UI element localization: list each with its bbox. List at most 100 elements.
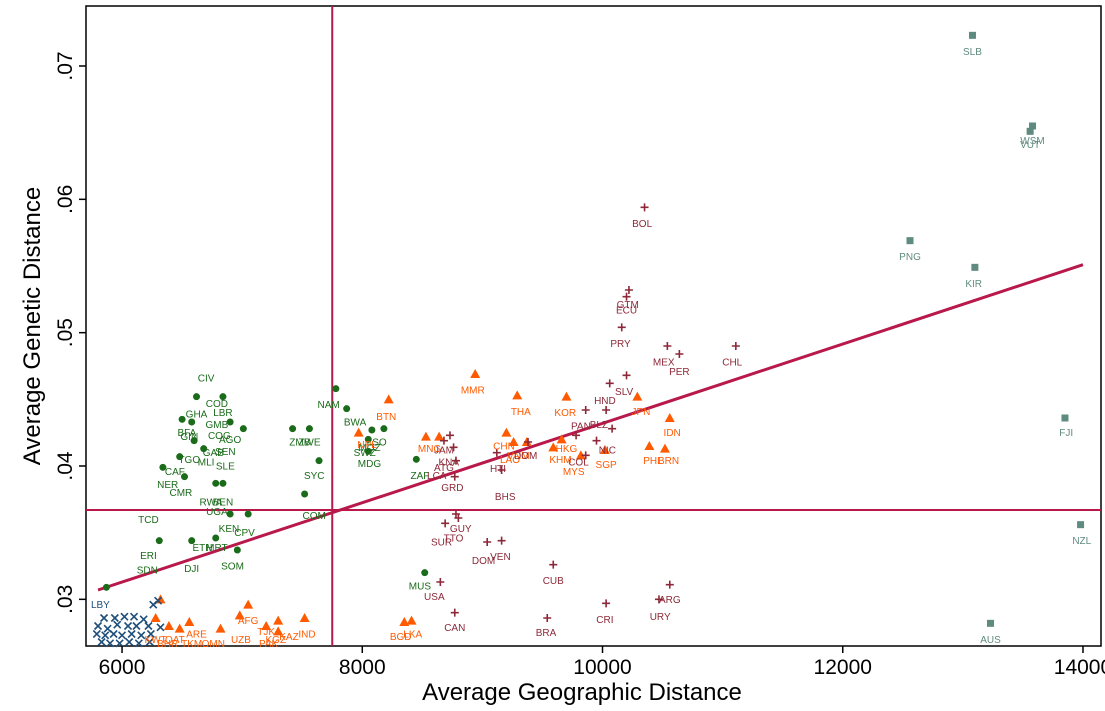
point-label: THA: [511, 407, 531, 418]
point-label: GTM: [617, 300, 639, 311]
point-label: COD: [206, 399, 228, 410]
data-point: [1026, 127, 1034, 135]
point-label: AUS: [980, 635, 1001, 646]
data-point: [92, 629, 101, 639]
data-point: [239, 425, 247, 433]
data-point: [450, 472, 459, 481]
point-label: PER: [669, 367, 690, 378]
data-point: [132, 621, 141, 631]
data-point: [215, 623, 226, 633]
data-point: [556, 434, 567, 444]
data-point: [364, 435, 372, 443]
data-point: [200, 445, 208, 453]
data-point: [986, 619, 994, 627]
point-label: ECU: [616, 306, 637, 317]
point-label: MNG: [418, 444, 442, 455]
point-label: AFG: [238, 616, 259, 627]
point-label: JPN: [631, 407, 650, 418]
y-axis-ticks: .03 .04 .05 .06 .07: [54, 51, 86, 614]
data-point: [188, 418, 196, 426]
data-point: [117, 631, 127, 640]
point-label: IND: [298, 630, 315, 641]
point-label: BEN: [213, 498, 234, 509]
data-point: [212, 534, 220, 542]
point-label: SDN: [137, 566, 158, 577]
point-label: TTO: [444, 534, 464, 545]
data-point: [492, 448, 501, 457]
point-label: URY: [650, 612, 671, 623]
point-label: GHA: [186, 410, 208, 421]
data-point: [449, 443, 458, 452]
data-point: [412, 455, 420, 463]
data-point: [93, 621, 103, 631]
data-point: [145, 637, 154, 647]
point-label: BFA: [177, 428, 196, 439]
data-point: [512, 390, 523, 400]
data-point: [174, 623, 185, 633]
point-label: CHN: [493, 442, 515, 453]
data-point: [243, 599, 254, 609]
data-point: [234, 610, 245, 620]
point-label: TGO: [178, 455, 200, 466]
point-label: WSM: [1020, 136, 1044, 147]
data-point: [102, 583, 110, 591]
point-label: ERI: [140, 551, 157, 562]
point-label: SWZ: [354, 448, 376, 459]
y-tick-label: .07: [54, 51, 77, 80]
point-label: COL: [568, 458, 589, 469]
data-point: [451, 456, 460, 465]
data-point: [219, 393, 227, 401]
point-label: KGZ: [266, 635, 287, 646]
point-label: CRI: [596, 615, 613, 626]
data-point: [178, 415, 186, 423]
data-point: [115, 639, 124, 648]
point-label: ZMB: [289, 438, 310, 449]
data-point: [420, 431, 431, 441]
point-label: LBR: [213, 408, 232, 419]
point-label: DJI: [184, 564, 199, 575]
point-label: FJI: [1059, 428, 1073, 439]
point-label: CHL: [722, 358, 742, 369]
data-point: [190, 437, 198, 445]
data-point: [508, 437, 519, 446]
data-point: [663, 342, 672, 350]
point-label: DOM: [514, 451, 537, 462]
data-point: [226, 418, 234, 426]
point-label: BHS: [495, 492, 516, 503]
data-point: [441, 519, 450, 528]
point-label: BGD: [390, 632, 412, 643]
point-label: NZL: [1072, 536, 1091, 547]
data-point: [105, 639, 115, 648]
point-label: KAZ: [279, 632, 298, 643]
point-label: KOR: [554, 408, 576, 419]
data-point: [602, 406, 611, 414]
point-label: VNM: [507, 451, 529, 462]
data-point: [383, 394, 394, 404]
data-point: [664, 413, 675, 422]
point-label: KNA: [438, 458, 459, 469]
point-label: NAM: [318, 400, 340, 411]
data-point: [212, 479, 220, 487]
point-label: JAM: [434, 446, 454, 457]
data-point: [399, 617, 410, 626]
data-point: [154, 596, 163, 605]
data-point: [675, 350, 684, 358]
point-label: PAK: [259, 639, 279, 650]
point-label: SYC: [304, 471, 325, 482]
data-point: [129, 612, 139, 621]
data-point: [127, 629, 136, 639]
data-point: [301, 490, 309, 498]
point-label: UZB: [231, 635, 251, 646]
point-label: HKG: [556, 444, 578, 455]
series-triangle: [150, 369, 675, 636]
data-point: [273, 626, 284, 636]
point-label: RWA: [200, 498, 223, 509]
data-point: [123, 621, 133, 631]
point-label: MRT: [206, 543, 227, 554]
data-point: [110, 613, 119, 623]
point-label: NIC: [599, 446, 616, 457]
data-point: [184, 617, 195, 626]
point-label: ZAF: [410, 471, 429, 482]
point-label: LKA: [403, 630, 422, 641]
point-label: OMN: [202, 639, 225, 650]
